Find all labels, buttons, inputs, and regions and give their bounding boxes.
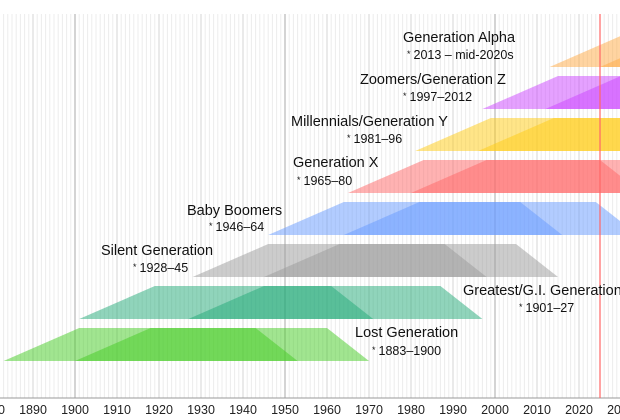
overlap-band-5 bbox=[264, 244, 487, 277]
generation-birth-range: * 1901–27 bbox=[519, 301, 574, 315]
generation-name: Zoomers/Generation Z bbox=[360, 72, 506, 88]
axis-tick-label: 1880 bbox=[0, 403, 5, 417]
birth-star-icon: * bbox=[209, 221, 213, 231]
overlap-band-2 bbox=[478, 118, 620, 151]
axis-tick-label: 1930 bbox=[187, 403, 215, 417]
axis-tick-label: 1900 bbox=[61, 403, 89, 417]
generation-name: Lost Generation bbox=[355, 325, 459, 341]
birth-star-icon: * bbox=[133, 262, 137, 272]
range-text: 1997–2012 bbox=[409, 90, 473, 104]
birth-star-icon: * bbox=[519, 302, 523, 312]
overlap-band-4 bbox=[343, 202, 563, 235]
birth-star-icon: * bbox=[407, 49, 411, 59]
axis-tick-label: 1950 bbox=[271, 403, 299, 417]
birth-star-icon: * bbox=[372, 345, 376, 355]
lifespan-band-0 bbox=[549, 36, 620, 67]
birth-star-icon: * bbox=[403, 91, 407, 101]
range-text: 1946–64 bbox=[215, 220, 265, 234]
generation-birth-range: * 2013 – mid-2020s bbox=[407, 48, 514, 62]
birth-star-icon: * bbox=[297, 175, 301, 185]
axis-tick-label: 1910 bbox=[103, 403, 131, 417]
axis-tick-label: 2020 bbox=[565, 403, 593, 417]
generation-birth-range: * 1981–96 bbox=[347, 132, 402, 146]
generation-birth-range: * 1965–80 bbox=[297, 174, 352, 188]
overlap-band-7 bbox=[75, 328, 298, 361]
range-text: 2013 – mid-2020s bbox=[413, 48, 514, 62]
generation-name: Silent Generation bbox=[101, 243, 214, 259]
generation-name: Millennials/Generation Y bbox=[291, 114, 448, 130]
birth-star-icon: * bbox=[347, 133, 351, 143]
overlap-band-3 bbox=[411, 160, 620, 193]
axis-tick-label: 1960 bbox=[313, 403, 341, 417]
overlap-band-6 bbox=[188, 286, 374, 319]
generation-name: Generation X bbox=[293, 155, 379, 171]
generation-name: Greatest/G.I. Generation bbox=[463, 283, 620, 299]
generation-name: Generation Alpha bbox=[403, 30, 516, 46]
generation-birth-range: * 1928–45 bbox=[133, 261, 188, 275]
range-text: 1965–80 bbox=[303, 174, 353, 188]
generation-name: Baby Boomers bbox=[187, 203, 283, 219]
axis-tick-label: 1970 bbox=[355, 403, 383, 417]
generation-birth-range: * 1946–64 bbox=[209, 220, 264, 234]
axis-tick-label: 2030 bbox=[607, 403, 620, 417]
range-text: 1883–1900 bbox=[378, 344, 442, 358]
overlap-band-0 bbox=[600, 58, 620, 67]
generation-birth-range: * 1997–2012 bbox=[403, 90, 472, 104]
range-text: 1981–96 bbox=[353, 132, 403, 146]
range-text: 1901–27 bbox=[525, 301, 575, 315]
range-text: 1928–45 bbox=[139, 261, 189, 275]
axis-tick-label: 1920 bbox=[145, 403, 173, 417]
generation-birth-range: * 1883–1900 bbox=[372, 344, 441, 358]
axis-tick-label: 1940 bbox=[229, 403, 257, 417]
axis-tick-label: 1980 bbox=[397, 403, 425, 417]
axis-tick-label: 2010 bbox=[523, 403, 551, 417]
axis-tick-label: 2000 bbox=[481, 403, 509, 417]
overlap-band-1 bbox=[545, 76, 620, 109]
axis-tick-label: 1990 bbox=[439, 403, 467, 417]
axis-tick-label: 1890 bbox=[19, 403, 47, 417]
